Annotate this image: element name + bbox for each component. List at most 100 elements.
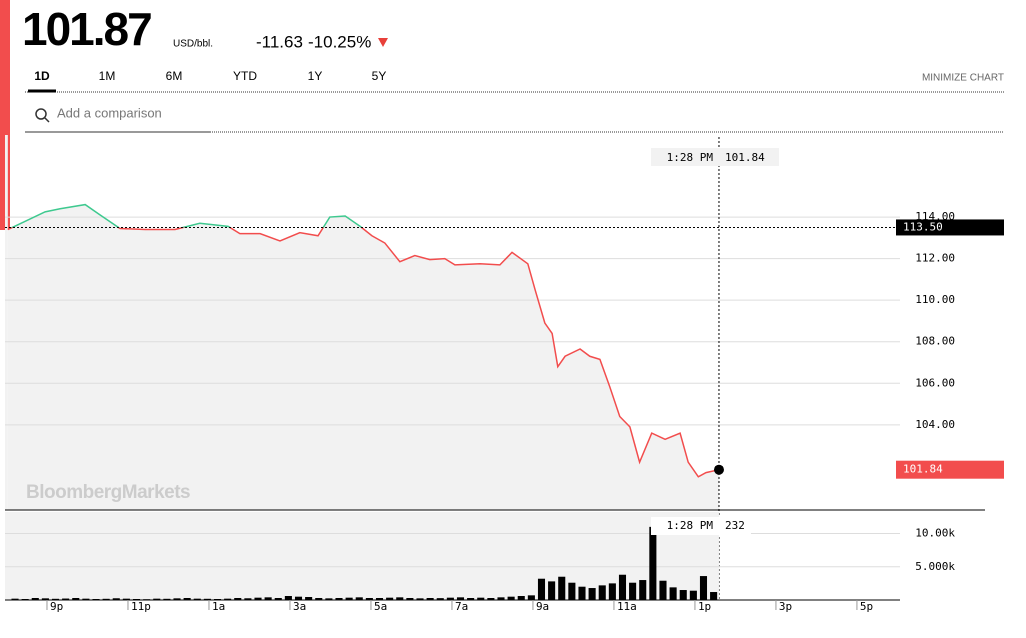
- x-tick-label: 7a: [455, 600, 468, 613]
- volume-bar: [618, 574, 627, 600]
- volume-bar: [659, 580, 667, 600]
- volume-bar: [497, 597, 505, 600]
- x-tick-label: 5a: [374, 600, 387, 613]
- volume-bar: [62, 598, 70, 600]
- volume-bar: [284, 596, 292, 600]
- crosshair-value: 101.84: [725, 151, 765, 164]
- volume-bar: [173, 598, 181, 600]
- volume-bar: [467, 598, 475, 600]
- volume-bar: [365, 598, 373, 600]
- x-tick-label: 3a: [293, 600, 306, 613]
- crosshair-volume-box: [650, 517, 751, 535]
- volume-bar: [315, 598, 323, 600]
- volume-bar: [163, 598, 171, 600]
- volume-bar: [82, 598, 90, 600]
- x-tick-label: 5p: [860, 600, 873, 613]
- volume-bar: [578, 586, 586, 600]
- volume-bar: [487, 598, 495, 600]
- crosshair-box: [650, 148, 779, 166]
- change-pct: -10.25%: [308, 32, 371, 51]
- last-box: [896, 460, 1004, 479]
- volume-bar: [375, 598, 384, 600]
- crosshair-time: 1:28 PM: [667, 151, 714, 164]
- volume-bar: [608, 583, 616, 600]
- volume-bar: [355, 597, 363, 600]
- volume-tick-label: 10.00k: [915, 527, 955, 540]
- x-tick-label: 11a: [617, 600, 637, 613]
- search-icon: [35, 108, 47, 120]
- price-area: [7, 204, 719, 511]
- volume-bar: [112, 598, 120, 600]
- volume-bar: [598, 585, 606, 600]
- volume-bar: [629, 582, 637, 600]
- minimize-chart[interactable]: MINIMIZE CHART: [922, 73, 1004, 84]
- volume-bar: [548, 581, 556, 600]
- price-line: [7, 203, 720, 478]
- volume-bar: [345, 597, 353, 600]
- volume-bar: [507, 596, 515, 600]
- plot-left-fill: [5, 135, 8, 510]
- y-tick-label: 110.00: [915, 293, 955, 306]
- volume-bar: [234, 598, 242, 600]
- range-tab[interactable]: 1M: [99, 69, 116, 83]
- price: 101.87: [22, 3, 151, 55]
- volume-bar: [386, 597, 394, 600]
- reference-box: [896, 219, 1004, 236]
- volume-bar: [649, 526, 657, 600]
- volume-bar: [203, 598, 211, 600]
- x-tick-label: 11p: [131, 600, 151, 613]
- volume-bar: [244, 598, 252, 600]
- volume-bar: [588, 588, 596, 600]
- volume-bar: [699, 576, 708, 600]
- volume-bar: [254, 597, 262, 600]
- range-tab[interactable]: 6M: [166, 69, 183, 83]
- y-tick-label: 108.00: [915, 335, 955, 348]
- volume-bar: [305, 597, 313, 600]
- last-label: 101.84: [903, 463, 943, 476]
- volume-bar: [446, 597, 454, 600]
- volume-bar: [689, 590, 697, 600]
- volume-bar: [51, 598, 60, 600]
- change: -11.63: [256, 32, 303, 51]
- accent-bar: [0, 0, 10, 230]
- range-tab[interactable]: 1D: [34, 69, 50, 83]
- volume-bar: [436, 598, 444, 600]
- volume-bar: [31, 598, 39, 600]
- volume-tick-label: 5.000k: [915, 560, 955, 573]
- volume-bar: [710, 592, 718, 600]
- range-tab[interactable]: 1Y: [308, 69, 323, 83]
- range-tab[interactable]: YTD: [233, 69, 257, 83]
- current-dot: [713, 464, 724, 475]
- volume-bar: [406, 598, 414, 600]
- volume-bar: [669, 587, 677, 600]
- volume-bar: [477, 597, 485, 600]
- volume-bar: [274, 598, 282, 600]
- volume-bar: [183, 598, 191, 600]
- volume-bar: [294, 596, 303, 600]
- x-tick-label: 1a: [212, 600, 225, 613]
- down-arrow: [378, 38, 388, 47]
- volume-bar: [193, 598, 201, 600]
- crosshair-time: 1:28 PM: [667, 519, 714, 532]
- volume-bar: [335, 598, 343, 600]
- range-tab[interactable]: 5Y: [372, 69, 387, 83]
- volume-bar: [416, 598, 424, 600]
- search-icon: [44, 117, 50, 123]
- y-tick-label: 106.00: [915, 376, 955, 389]
- volume-bar: [537, 578, 546, 600]
- y-tick-label: 104.00: [915, 418, 955, 431]
- unit: USD/bbl.: [173, 39, 213, 50]
- volume-bar: [679, 590, 687, 600]
- volume-bar: [122, 598, 130, 600]
- volume-bar: [568, 582, 576, 600]
- crosshair-volume: 232: [725, 519, 745, 532]
- search-input[interactable]: Add a comparison: [57, 105, 162, 120]
- volume-bar: [264, 597, 272, 600]
- x-tick-label: 9p: [50, 600, 63, 613]
- volume-bar: [527, 595, 535, 600]
- x-tick-label: 3p: [779, 600, 792, 613]
- volume-bar: [396, 597, 404, 600]
- volume-bar: [325, 598, 333, 600]
- x-tick-label: 1p: [698, 600, 711, 613]
